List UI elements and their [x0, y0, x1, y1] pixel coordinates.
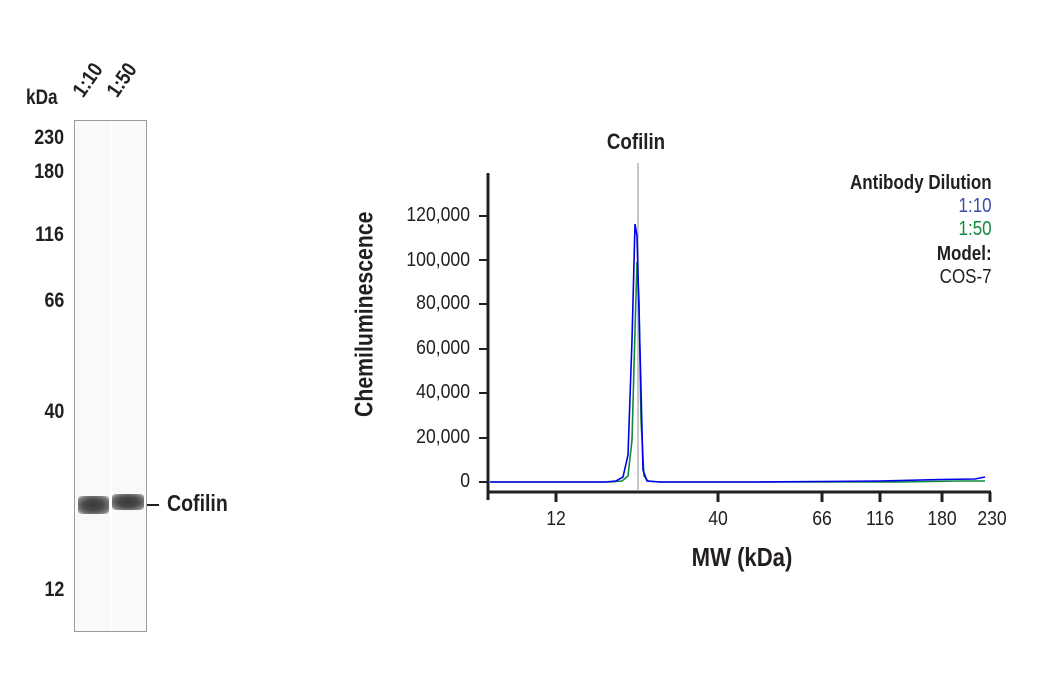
series-1-10-trace — [490, 223, 986, 483]
cofilin-band-lane-2 — [112, 494, 144, 510]
cofilin-band-lane-1 — [78, 496, 109, 514]
legend-title: Antibody Dilution — [850, 172, 992, 194]
lane-separator — [110, 121, 112, 631]
y-tick-label: 100,000 — [406, 249, 470, 271]
series-1-50-trace — [490, 261, 985, 483]
y-tick-label: 80,000 — [416, 292, 470, 314]
y-tick-label: 20,000 — [416, 426, 470, 448]
legend-model-value: COS-7 — [940, 266, 992, 288]
x-axis-label: MW (kDa) — [691, 542, 793, 572]
band-label: Cofilin — [167, 490, 228, 516]
mw-marker-116: 116 — [35, 223, 64, 246]
mw-marker-40: 40 — [44, 400, 64, 423]
y-tick-label: 120,000 — [406, 204, 470, 226]
blot-image — [74, 120, 147, 632]
blot-unit-label: kDa — [26, 86, 58, 109]
y-tick-label: 0 — [460, 470, 470, 492]
chart-legend: Antibody Dilution 1:10 1:50 Model: COS-7 — [825, 172, 992, 289]
band-pointer-line — [147, 504, 159, 506]
blot-lane-2 — [112, 121, 145, 631]
mw-marker-66: 66 — [44, 289, 64, 312]
legend-model-title: Model: — [937, 243, 992, 265]
x-tick-label: 230 — [977, 508, 1007, 530]
legend-item-1-10: 1:10 — [958, 195, 992, 217]
x-tick-label: 116 — [865, 508, 895, 530]
x-tick-label: 66 — [812, 508, 832, 530]
legend-item-1-50: 1:50 — [958, 218, 992, 240]
y-tick-label: 40,000 — [416, 381, 470, 403]
chart-peak-label: Cofilin — [606, 129, 666, 154]
x-ticks — [554, 492, 992, 502]
x-tick-label: 12 — [546, 508, 566, 530]
mw-marker-230: 230 — [34, 126, 64, 149]
y-ticks — [479, 215, 488, 483]
blot-lane-1 — [76, 121, 110, 631]
x-tick-label: 40 — [708, 508, 728, 530]
x-tick-label: 180 — [927, 508, 957, 530]
y-tick-label: 60,000 — [416, 337, 470, 359]
mw-marker-12: 12 — [44, 578, 64, 601]
mw-marker-180: 180 — [34, 160, 64, 183]
